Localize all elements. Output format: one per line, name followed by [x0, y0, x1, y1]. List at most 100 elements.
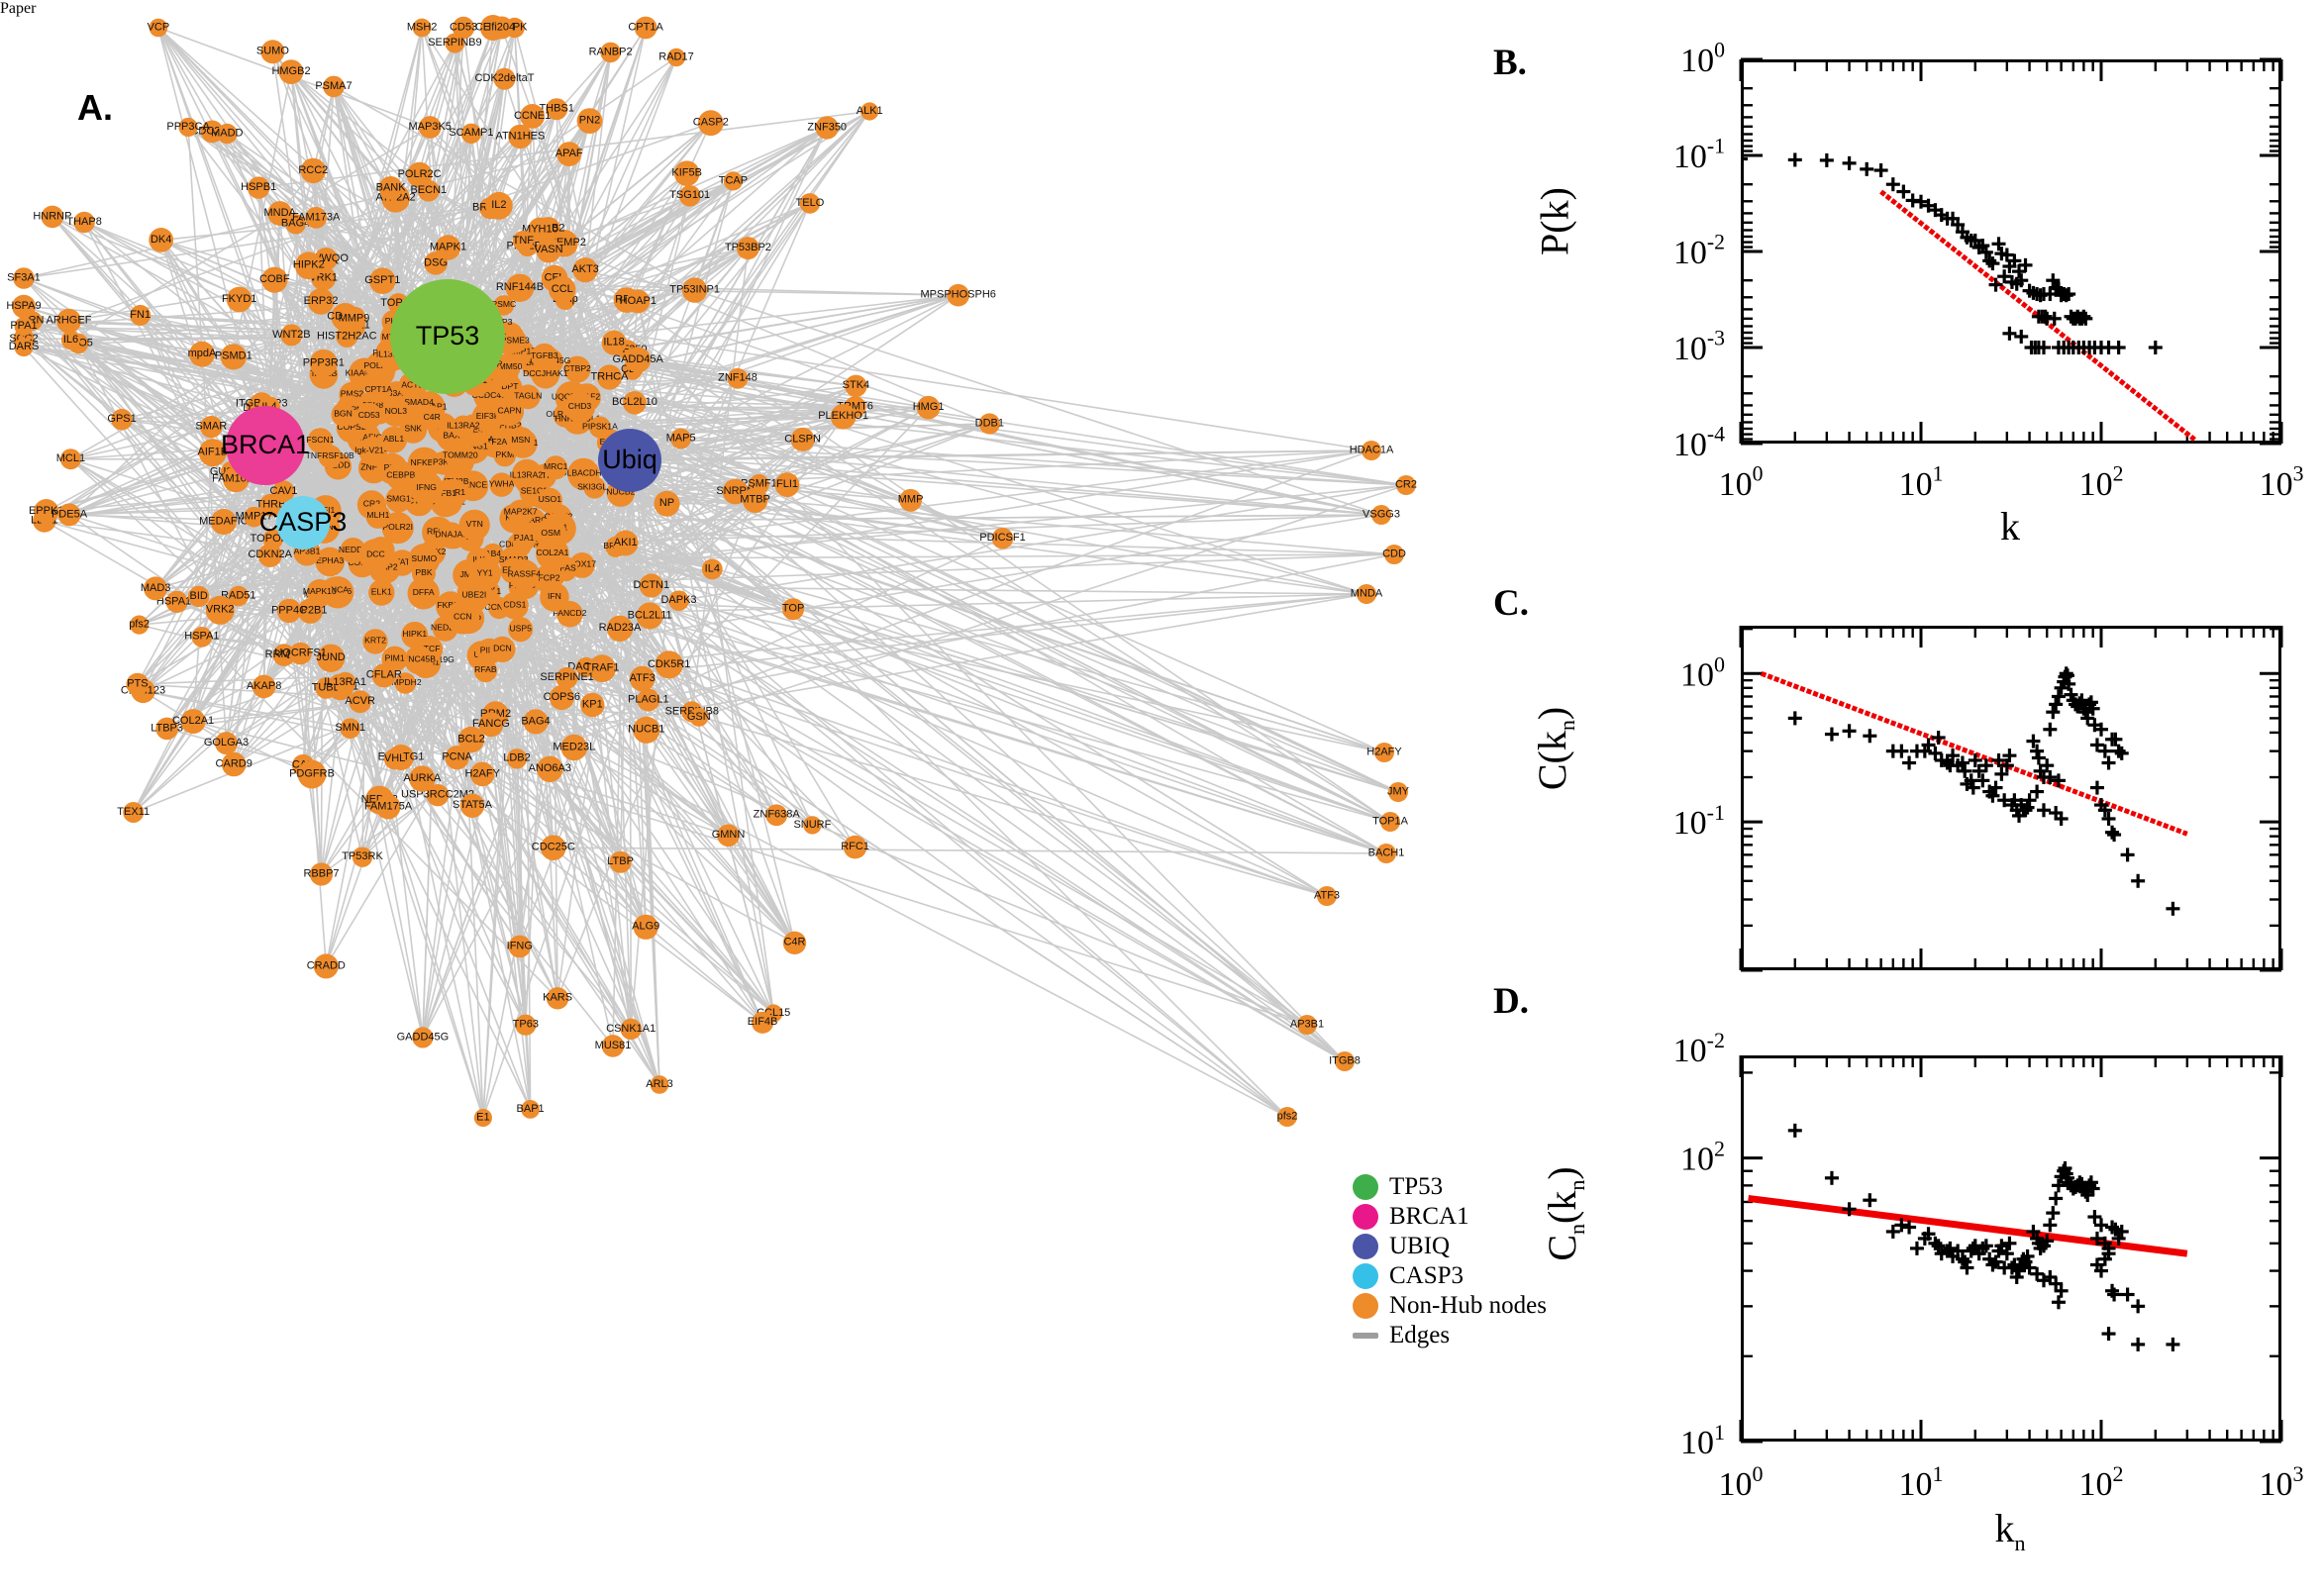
gene-node[interactable] — [583, 476, 606, 499]
gene-node[interactable] — [144, 576, 168, 601]
gene-node[interactable] — [340, 718, 361, 739]
gene-node[interactable] — [252, 674, 276, 699]
gene-node[interactable] — [637, 688, 660, 712]
gene-node[interactable] — [412, 18, 432, 38]
hub-node-brca1[interactable] — [226, 406, 305, 485]
gene-node[interactable] — [978, 413, 1000, 435]
gene-node[interactable] — [130, 615, 150, 635]
gene-node[interactable] — [505, 273, 535, 302]
gene-node[interactable] — [588, 654, 616, 683]
gene-node[interactable] — [57, 503, 81, 527]
gene-node[interactable] — [564, 391, 595, 423]
gene-node[interactable] — [316, 644, 346, 672]
gene-node[interactable] — [200, 416, 223, 439]
gene-node[interactable] — [947, 283, 969, 307]
gene-node[interactable] — [191, 627, 213, 648]
gene-node[interactable] — [445, 441, 475, 472]
gene-node[interactable] — [533, 565, 560, 593]
gene-node[interactable] — [601, 1035, 625, 1057]
gene-node[interactable] — [626, 289, 651, 314]
gene-node[interactable] — [111, 408, 133, 431]
gene-node[interactable] — [257, 543, 282, 567]
gene-node[interactable] — [803, 816, 822, 835]
gene-node[interactable] — [438, 522, 465, 549]
gene-node[interactable] — [409, 471, 444, 505]
gene-node[interactable] — [458, 509, 490, 541]
gene-node[interactable] — [435, 235, 461, 260]
gene-node[interactable] — [358, 437, 388, 466]
gene-node[interactable] — [549, 275, 576, 304]
gene-node[interactable] — [355, 402, 383, 430]
gene-node[interactable] — [670, 428, 691, 449]
gene-node[interactable] — [149, 18, 168, 38]
gene-node[interactable] — [352, 847, 373, 867]
gene-node[interactable] — [309, 349, 338, 377]
gene-node[interactable] — [407, 447, 442, 480]
gene-node[interactable] — [1384, 545, 1404, 564]
gene-node[interactable] — [210, 509, 237, 535]
gene-node[interactable] — [1380, 812, 1400, 832]
gene-node[interactable] — [916, 395, 941, 420]
gene-node[interactable] — [215, 732, 238, 755]
gene-node[interactable] — [248, 176, 270, 199]
gene-node[interactable] — [198, 439, 227, 467]
gene-node[interactable] — [358, 539, 393, 572]
gene-node[interactable] — [228, 585, 250, 607]
gene-node[interactable] — [1317, 886, 1337, 906]
gene-node[interactable] — [334, 671, 356, 694]
gene-node[interactable] — [385, 460, 416, 491]
gene-node[interactable] — [220, 344, 247, 370]
gene-node[interactable] — [188, 585, 210, 608]
gene-node[interactable] — [1297, 1015, 1317, 1035]
gene-node[interactable] — [609, 850, 632, 873]
gene-node[interactable] — [130, 304, 152, 326]
gene-node[interactable] — [536, 238, 561, 263]
gene-node[interactable] — [537, 487, 562, 513]
gene-node[interactable] — [549, 685, 574, 711]
gene-node[interactable] — [546, 98, 568, 121]
gene-node[interactable] — [701, 558, 723, 580]
gene-node[interactable] — [380, 426, 408, 453]
gene-node[interactable] — [1396, 475, 1416, 495]
gene-node[interactable] — [261, 266, 288, 293]
gene-node[interactable] — [815, 116, 839, 140]
gene-node[interactable] — [165, 590, 188, 614]
gene-node[interactable] — [612, 530, 639, 556]
gene-node[interactable] — [563, 355, 591, 383]
gene-node[interactable] — [991, 527, 1014, 549]
gene-node[interactable] — [556, 666, 578, 689]
gene-node[interactable] — [536, 537, 569, 570]
gene-node[interactable] — [457, 726, 485, 753]
gene-node[interactable] — [189, 341, 215, 367]
gene-node[interactable] — [655, 650, 683, 679]
gene-node[interactable] — [508, 617, 534, 643]
gene-node[interactable] — [342, 306, 366, 332]
gene-node[interactable] — [1374, 743, 1394, 762]
gene-node[interactable] — [394, 672, 417, 694]
gene-node[interactable] — [307, 288, 335, 315]
gene-node[interactable] — [668, 590, 689, 611]
gene-node[interactable] — [14, 317, 34, 337]
gene-node[interactable] — [860, 102, 879, 121]
gene-node[interactable] — [59, 449, 81, 470]
gene-node[interactable] — [689, 707, 709, 727]
gene-node[interactable] — [782, 931, 807, 954]
gene-node[interactable] — [473, 1108, 492, 1128]
gene-node[interactable] — [1371, 505, 1391, 525]
gene-node[interactable] — [280, 324, 303, 347]
gene-node[interactable] — [782, 598, 805, 621]
gene-node[interactable] — [365, 377, 392, 404]
gene-node[interactable] — [412, 561, 436, 586]
gene-node[interactable] — [752, 1011, 774, 1034]
gene-node[interactable] — [606, 615, 634, 642]
gene-node[interactable] — [285, 214, 306, 235]
gene-node[interactable] — [503, 329, 528, 353]
gene-node[interactable] — [473, 658, 498, 683]
gene-node[interactable] — [178, 117, 198, 138]
gene-node[interactable] — [493, 295, 515, 316]
gene-node[interactable] — [349, 690, 372, 714]
gene-node[interactable] — [492, 353, 521, 382]
gene-node[interactable] — [717, 824, 740, 848]
gene-node[interactable] — [365, 503, 391, 529]
gene-node[interactable] — [276, 598, 302, 624]
